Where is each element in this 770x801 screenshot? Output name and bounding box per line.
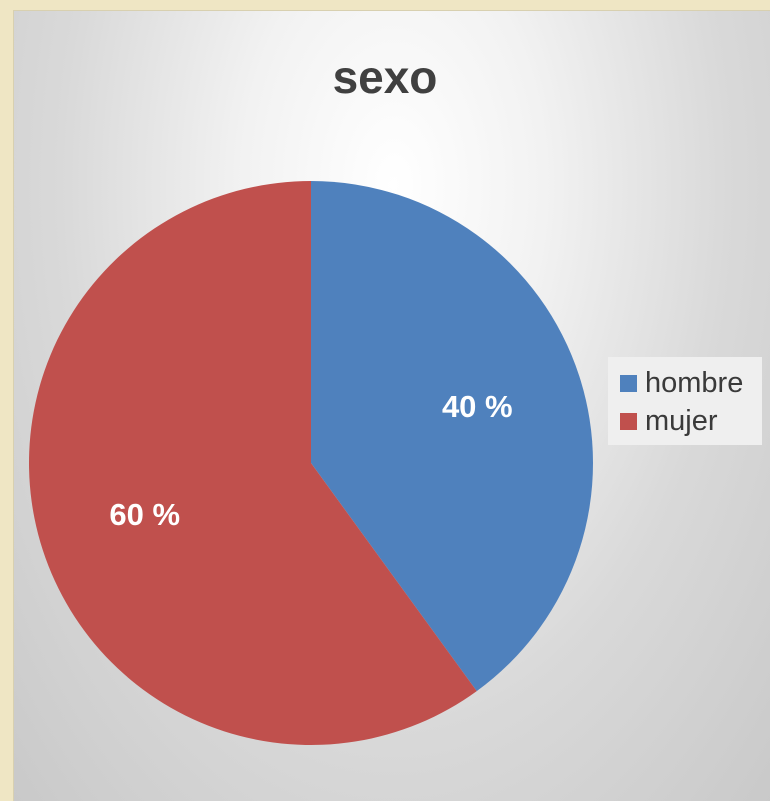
pie-slice-mujer [28,181,477,745]
pie-slice-hombre [311,181,593,692]
legend-label-hombre: hombre [645,366,744,399]
data-label-mujer: 60 % [109,497,180,532]
legend-swatch-hombre [620,374,637,392]
legend-label-mujer: mujer [645,404,718,437]
legend-item-hombre: hombre [620,364,762,402]
chart-title: sexo [332,51,438,103]
legend: hombre mujer [608,357,762,445]
data-label-hombre: 40 % [442,389,513,424]
legend-swatch-mujer [620,412,637,430]
legend-item-mujer: mujer [620,402,762,440]
